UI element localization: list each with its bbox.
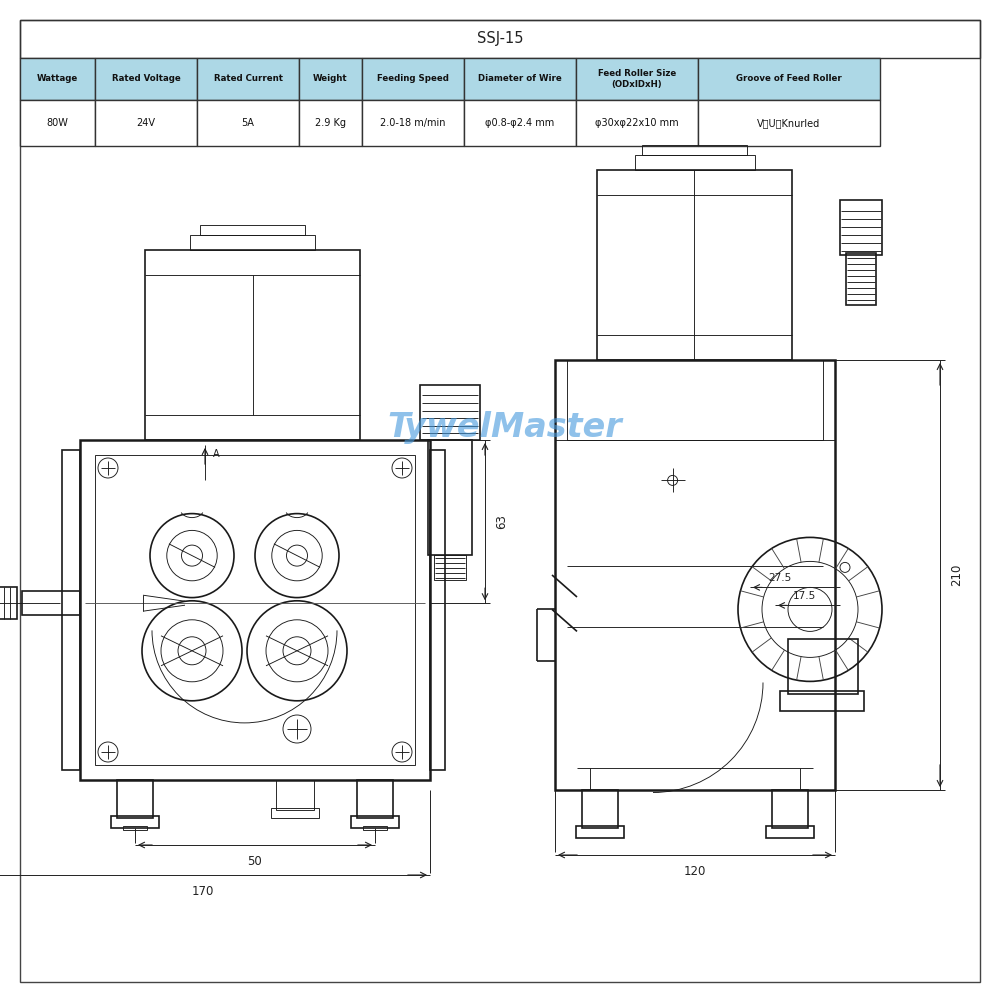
Bar [271, 808, 319, 818]
Bar [464, 100, 576, 146]
Text: Feeding Speed: Feeding Speed [377, 74, 449, 83]
Text: Diameter of Wire: Diameter of Wire [478, 74, 562, 83]
Text: V、U、Knurled: V、U、Knurled [757, 118, 821, 128]
Bar [197, 58, 299, 100]
Bar [357, 780, 393, 818]
Text: 17.5: 17.5 [793, 591, 816, 601]
Bar [200, 225, 305, 235]
Text: 63: 63 [495, 514, 508, 529]
Text: 27.5: 27.5 [768, 573, 791, 583]
Bar [363, 826, 387, 830]
Text: Wattage: Wattage [37, 74, 78, 83]
Bar [576, 826, 624, 838]
Bar [123, 826, 147, 830]
Text: Rated Voltage: Rated Voltage [112, 74, 180, 83]
Bar [420, 385, 480, 440]
Bar [197, 100, 299, 146]
Bar [276, 780, 314, 810]
Bar [80, 440, 430, 780]
Text: Groove of Feed Roller: Groove of Feed Roller [736, 74, 842, 83]
Text: 210: 210 [950, 564, 963, 586]
Bar [464, 58, 576, 100]
Text: 120: 120 [684, 865, 706, 878]
Text: 2.9 Kg: 2.9 Kg [315, 118, 346, 128]
Text: 5A: 5A [242, 118, 254, 128]
Bar [582, 790, 618, 828]
Bar [840, 200, 882, 255]
Bar [299, 100, 362, 146]
Bar [95, 100, 197, 146]
Bar [698, 58, 880, 100]
Bar [62, 450, 80, 770]
Bar [95, 455, 415, 765]
Text: 50: 50 [248, 855, 262, 868]
Bar [190, 235, 315, 250]
Bar [642, 145, 747, 155]
Bar [846, 253, 876, 305]
Bar [22, 591, 80, 615]
Bar [780, 691, 864, 711]
Text: Weight: Weight [313, 74, 348, 83]
Bar [111, 816, 159, 828]
Bar [428, 440, 472, 555]
Bar [117, 780, 153, 818]
Bar [430, 450, 445, 770]
Bar [145, 250, 360, 440]
Bar [95, 58, 197, 100]
Bar [434, 555, 466, 580]
Bar [788, 639, 858, 694]
Text: Rated Current: Rated Current [214, 74, 283, 83]
Bar [576, 58, 698, 100]
Bar [351, 816, 399, 828]
Bar [576, 100, 698, 146]
Bar [362, 100, 464, 146]
Bar [20, 100, 95, 146]
Text: φ30xφ22x10 mm: φ30xφ22x10 mm [595, 118, 679, 128]
Text: SSJ-15: SSJ-15 [477, 31, 523, 46]
Bar [567, 360, 823, 440]
Bar [0, 587, 17, 619]
Text: 170: 170 [191, 885, 214, 898]
Bar [766, 826, 814, 838]
Bar [772, 790, 808, 828]
Bar [20, 58, 95, 100]
Text: TywelMaster: TywelMaster [388, 412, 622, 444]
Bar [555, 360, 835, 790]
Text: Feed Roller Size
(ODxlDxH): Feed Roller Size (ODxlDxH) [598, 69, 676, 89]
Bar [362, 58, 464, 100]
Bar [597, 170, 792, 360]
Text: A: A [213, 449, 220, 459]
Bar [20, 20, 980, 58]
Bar [635, 155, 755, 170]
Text: 80W: 80W [47, 118, 68, 128]
Text: 2.0-18 m/min: 2.0-18 m/min [380, 118, 446, 128]
Bar [299, 58, 362, 100]
Text: 24V: 24V [136, 118, 156, 128]
Bar [698, 100, 880, 146]
Text: φ0.8-φ2.4 mm: φ0.8-φ2.4 mm [485, 118, 555, 128]
